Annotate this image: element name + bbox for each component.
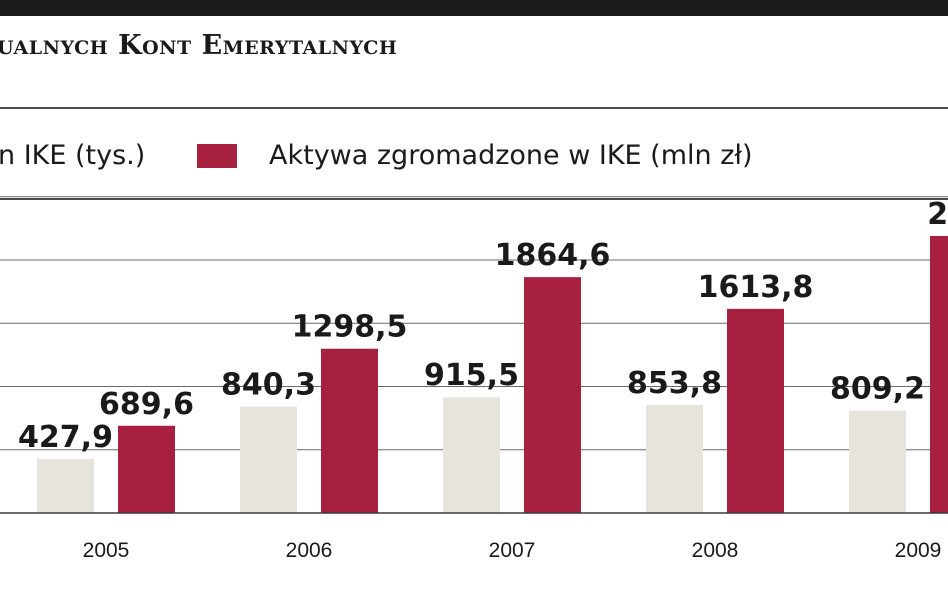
- data-label: 427,9: [18, 420, 113, 455]
- x-tick-label: 2006: [286, 539, 333, 562]
- data-label: 219: [927, 197, 948, 232]
- legend-item-participants: n IKE (tys.): [0, 140, 145, 171]
- bar-participants: [443, 397, 500, 513]
- legend-label-participants: n IKE (tys.): [0, 140, 146, 171]
- title-rule: [0, 107, 948, 109]
- x-tick-label: 2007: [489, 539, 536, 562]
- data-label: 840,3: [221, 368, 316, 403]
- data-label: 689,6: [99, 387, 194, 422]
- data-label: 809,2: [830, 372, 925, 407]
- bar-participants: [37, 458, 94, 513]
- data-label: 853,8: [627, 366, 722, 401]
- legend-item-assets: Aktywa zgromadzone w IKE (mln zł): [197, 140, 753, 171]
- bar-assets: [930, 235, 948, 513]
- x-tick-label: 2005: [83, 539, 130, 562]
- bar-participants: [646, 404, 703, 513]
- legend-label-assets: Aktywa zgromadzone w IKE (mln zł): [269, 140, 753, 171]
- x-tick-label: 2009: [895, 539, 942, 562]
- bar-assets: [118, 425, 175, 513]
- legend: n IKE (tys.) Aktywa zgromadzone w IKE (m…: [0, 140, 948, 180]
- data-label: 1613,8: [698, 270, 814, 305]
- bar-participants: [849, 410, 906, 513]
- bar-participants: [240, 406, 297, 513]
- chart-title: ualnych Kont Emerytalnych: [0, 30, 398, 61]
- x-tick-label: 2008: [692, 539, 739, 562]
- data-label: 915,5: [424, 358, 519, 393]
- bar-assets: [524, 277, 581, 513]
- bar-assets: [727, 308, 784, 513]
- legend-rule: [0, 198, 948, 200]
- bar-assets: [321, 348, 378, 513]
- top-bar: [0, 0, 948, 16]
- data-label: 1864,6: [495, 238, 611, 273]
- data-label: 1298,5: [292, 310, 408, 345]
- legend-swatch-assets: [197, 143, 237, 168]
